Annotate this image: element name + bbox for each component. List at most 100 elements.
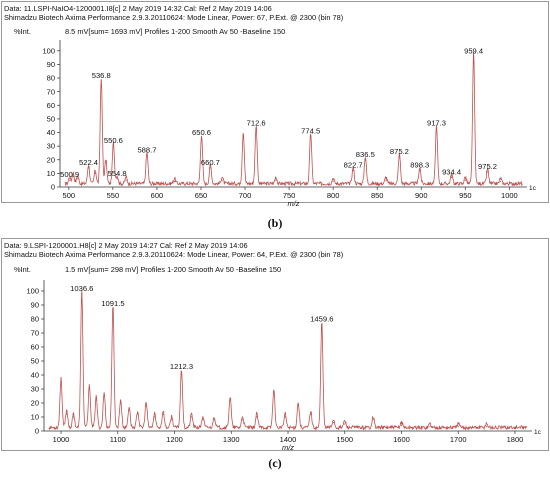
header-data-line-b: Data: 11.LSPI-NaIO4-1200001.I8[c] 2 May …: [4, 4, 272, 13]
header-instrument-line-b: Shimadzu Biotech Axima Performance 2.9.3…: [4, 13, 344, 22]
y-tick-label: 40: [31, 371, 39, 380]
peak-point: [310, 413, 312, 415]
x-tick-label: 1700: [450, 435, 467, 444]
peak-point: [72, 175, 74, 177]
peak-point: [180, 371, 183, 373]
spectrum-trace: [64, 51, 523, 187]
peak-label: 934.4: [442, 167, 461, 176]
peak-point: [173, 180, 176, 183]
peak-point: [473, 55, 475, 57]
peak-label: 1091.5: [101, 299, 124, 308]
peak-point: [154, 416, 156, 418]
y-tick-label: 60: [47, 101, 55, 110]
x-tick-label: 1500: [336, 435, 353, 444]
x-tick-label: 550: [107, 191, 120, 200]
y-tick-label: 0: [35, 427, 39, 436]
peak-point: [486, 171, 489, 173]
peak-label: 917.3: [427, 118, 446, 127]
peak-point: [429, 426, 431, 428]
x-tick-label: 1800: [507, 435, 524, 444]
intensity-label-b: %Int.: [14, 27, 31, 36]
peak-point: [372, 419, 374, 421]
peak-label: 660.7: [201, 158, 220, 167]
peak-point: [457, 426, 459, 428]
y-tick-label: 40: [47, 128, 55, 137]
peak-point: [273, 392, 275, 394]
peak-point: [112, 308, 114, 310]
peak-point: [72, 416, 75, 418]
y-tick-label: 90: [31, 301, 39, 310]
peak-point: [112, 145, 114, 147]
peak-point: [486, 426, 488, 428]
peak-point: [103, 395, 105, 397]
x-tick-label: 1200: [166, 435, 183, 444]
peak-label: 650.6: [192, 128, 211, 137]
peak-point: [221, 179, 223, 181]
y-tick-label: 80: [31, 315, 39, 324]
intensity-label-c: %Int.: [14, 265, 31, 274]
peak-point: [275, 179, 277, 181]
peak-label: 712.6: [247, 118, 266, 127]
y-tick-label: 90: [47, 60, 55, 69]
peak-point: [146, 155, 148, 157]
peak-point: [66, 413, 68, 415]
peak-label: 536.8: [92, 71, 111, 80]
peak-point: [120, 402, 122, 404]
peak-label: 975.2: [478, 162, 497, 171]
x-tick-label: 850: [371, 191, 384, 200]
peak-label: 898.3: [410, 161, 429, 170]
peak-point: [321, 324, 323, 326]
y-tick-label: 20: [31, 399, 39, 408]
x-tick-label: 800: [327, 191, 340, 200]
peak-point: [332, 422, 334, 424]
x-tick-label: 500: [63, 191, 76, 200]
spectrum-trace: [48, 290, 528, 431]
peak-point: [125, 179, 127, 181]
peak-point: [116, 178, 118, 180]
peak-label: 774.5: [301, 127, 320, 136]
peak-point: [242, 419, 244, 421]
axis-end-label: 1c: [529, 185, 537, 192]
peak-point: [255, 127, 257, 130]
peak-point: [100, 80, 102, 82]
peak-point: [95, 399, 97, 401]
y-tick-label: 50: [31, 357, 39, 366]
x-tick-label: 1000: [501, 191, 518, 200]
peak-point: [419, 170, 421, 172]
x-tick-label: 1600: [393, 435, 410, 444]
peak-point: [310, 136, 312, 138]
x-tick-label: 900: [415, 191, 428, 200]
y-tick-label: 10: [47, 169, 55, 178]
x-tick-label: 600: [151, 191, 164, 200]
peak-point: [69, 179, 71, 181]
peak-point: [352, 170, 354, 172]
y-tick-label: 10: [31, 413, 39, 422]
peak-point: [344, 423, 346, 425]
peak-point: [398, 156, 401, 158]
y-tick-label: 80: [47, 74, 55, 83]
peak-point: [171, 419, 173, 421]
peak-point: [229, 399, 231, 401]
peak-point: [105, 161, 107, 164]
y-tick-label: 70: [47, 87, 55, 96]
peak-label: 554.8: [108, 169, 127, 178]
peak-point: [209, 167, 212, 169]
spectrum-panel-c: Data: 9.LSPI-1200001.H8[c] 2 May 2019 14…: [0, 232, 550, 482]
peak-label: 588.7: [137, 146, 156, 155]
spectrum-panel-b: Data: 11.LSPI-NaIO4-1200001.I8[c] 2 May …: [1, 1, 549, 230]
peak-label: 1459.6: [310, 315, 333, 324]
peak-point: [128, 409, 130, 411]
panel-label-c: (c): [268, 456, 282, 470]
x-tick-label: 750: [283, 191, 296, 200]
x-axis-label: m/z: [287, 199, 299, 208]
axis-end-label: 1c: [534, 429, 542, 436]
peak-point: [435, 127, 438, 130]
peak-label: 1212.3: [170, 362, 193, 371]
peak-point: [256, 416, 258, 418]
peak-label: 500.9: [60, 170, 79, 179]
y-tick-label: 30: [31, 385, 39, 394]
panel-label-b: (b): [267, 216, 283, 230]
y-tick-label: 70: [31, 329, 39, 338]
header-data-line-c: Data: 9.LSPI-1200001.H8[c] 2 May 2019 14…: [4, 241, 248, 250]
y-tick-label: 60: [31, 343, 39, 352]
